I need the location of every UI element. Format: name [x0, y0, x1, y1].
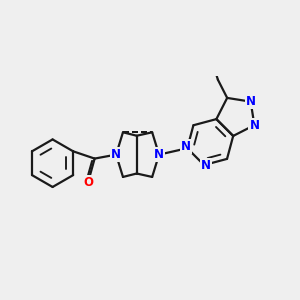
- Text: O: O: [83, 176, 93, 189]
- Text: N: N: [201, 158, 211, 172]
- Text: N: N: [246, 95, 256, 108]
- Text: N: N: [181, 140, 190, 153]
- Text: N: N: [154, 148, 164, 161]
- Text: N: N: [111, 148, 121, 161]
- Text: N: N: [249, 118, 260, 132]
